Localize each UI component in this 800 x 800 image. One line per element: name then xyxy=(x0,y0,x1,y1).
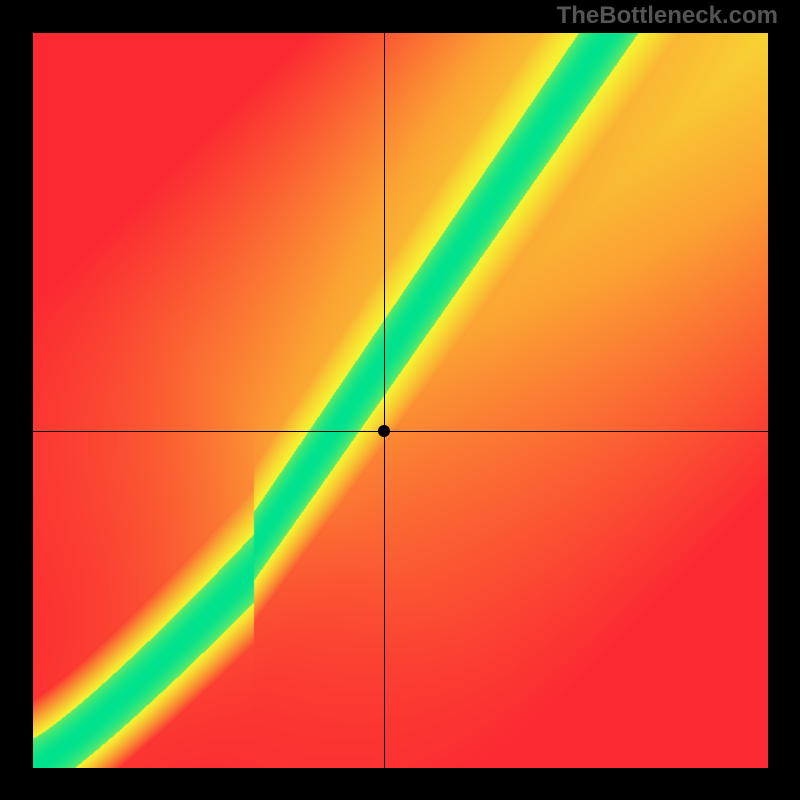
watermark-text: TheBottleneck.com xyxy=(557,2,778,30)
crosshair-vertical xyxy=(384,33,385,768)
chart-container: TheBottleneck.com xyxy=(0,0,800,800)
heatmap-canvas xyxy=(33,33,768,768)
heatmap-plot xyxy=(33,33,768,768)
crosshair-horizontal xyxy=(33,431,768,432)
